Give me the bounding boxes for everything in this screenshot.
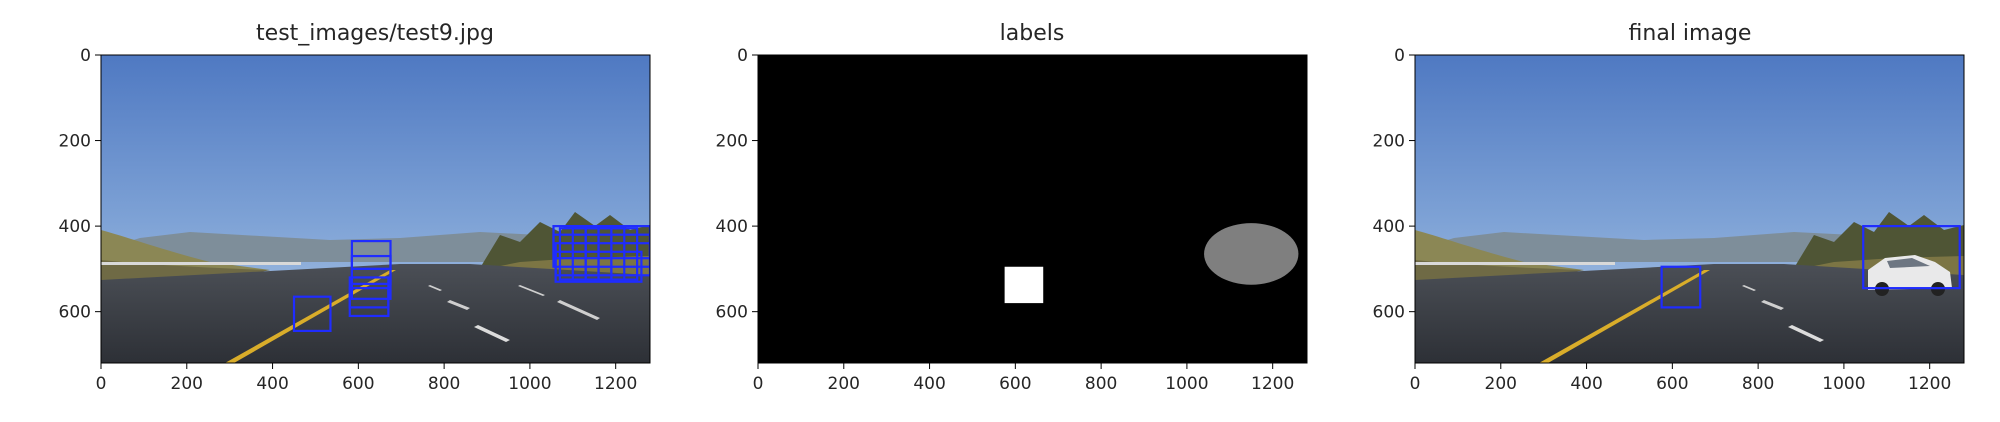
x-tick-label: 200 bbox=[828, 374, 860, 394]
axis-ticks-labels: 0 200 400 600 800 1000 1200 0 200 400 600 bbox=[716, 46, 1295, 394]
panel-title-labels: labels bbox=[1000, 21, 1065, 46]
detection-box bbox=[350, 267, 392, 300]
detection-boxes-final bbox=[1660, 225, 1961, 309]
axes-frame-labels bbox=[757, 54, 1308, 364]
x-tick-label: 1200 bbox=[1908, 374, 1951, 394]
x-tick-label: 200 bbox=[1485, 374, 1517, 394]
x-tick-label: 400 bbox=[256, 374, 288, 394]
x-tick-label: 1000 bbox=[1165, 374, 1208, 394]
y-tick-label: 400 bbox=[59, 217, 91, 237]
x-tick-label: 800 bbox=[428, 374, 460, 394]
x-tick-label: 800 bbox=[1742, 374, 1774, 394]
label-region-1 bbox=[1004, 266, 1044, 304]
axis-ticks-input: 0 200 400 600 800 1000 1200 0 200 400 600 bbox=[59, 46, 638, 394]
x-tick-label: 0 bbox=[96, 374, 107, 394]
detection-box bbox=[1660, 265, 1702, 309]
panel-labels-image: labels 0 200 400 600 800 1000 1200 0 200 400 600 bbox=[716, 21, 1308, 394]
x-tick-label: 600 bbox=[999, 374, 1031, 394]
x-tick-label: 0 bbox=[753, 374, 764, 394]
detection-box bbox=[1862, 225, 1961, 290]
x-tick-label: 600 bbox=[1656, 374, 1688, 394]
x-tick-label: 0 bbox=[1410, 374, 1421, 394]
x-tick-label: 600 bbox=[342, 374, 374, 394]
x-tick-label: 1000 bbox=[508, 374, 551, 394]
axes-frame-final bbox=[1414, 54, 1965, 364]
x-tick-label: 1200 bbox=[594, 374, 637, 394]
y-tick-label: 200 bbox=[1373, 132, 1405, 152]
y-tick-label: 400 bbox=[716, 217, 748, 237]
detection-box bbox=[348, 287, 390, 318]
y-tick-label: 0 bbox=[80, 46, 91, 66]
label-region-2 bbox=[1204, 223, 1299, 285]
x-tick-label: 1000 bbox=[1822, 374, 1865, 394]
panel-title-input: test_images/test9.jpg bbox=[256, 21, 494, 46]
x-tick-label: 200 bbox=[171, 374, 203, 394]
detection-boxes-input bbox=[292, 225, 650, 333]
panel-input-image: test_images/test9.jpg bbox=[59, 21, 651, 394]
y-tick-label: 600 bbox=[716, 303, 748, 323]
panel-final-image: final image 0 200 400 600 800 1000 120 bbox=[1373, 21, 1965, 394]
road-photo bbox=[101, 55, 650, 363]
label-regions bbox=[1004, 223, 1299, 304]
x-tick-label: 800 bbox=[1085, 374, 1117, 394]
y-tick-label: 400 bbox=[1373, 217, 1405, 237]
x-tick-label: 400 bbox=[913, 374, 945, 394]
y-tick-label: 0 bbox=[737, 46, 748, 66]
detection-box bbox=[610, 227, 639, 281]
road-photo-final bbox=[1415, 55, 1964, 363]
axis-ticks-final: 0 200 400 600 800 1000 1200 0 200 400 600 bbox=[1373, 46, 1952, 394]
y-tick-label: 0 bbox=[1394, 46, 1405, 66]
axes-frame-input bbox=[100, 54, 651, 364]
y-tick-label: 200 bbox=[59, 132, 91, 152]
x-tick-label: 1200 bbox=[1251, 374, 1294, 394]
panel-title-final: final image bbox=[1629, 21, 1752, 46]
labels-background bbox=[758, 55, 1307, 363]
detection-box bbox=[292, 295, 332, 333]
y-tick-label: 200 bbox=[716, 132, 748, 152]
y-tick-label: 600 bbox=[59, 303, 91, 323]
x-tick-label: 400 bbox=[1570, 374, 1602, 394]
detection-box bbox=[552, 233, 650, 268]
y-tick-label: 600 bbox=[1373, 303, 1405, 323]
